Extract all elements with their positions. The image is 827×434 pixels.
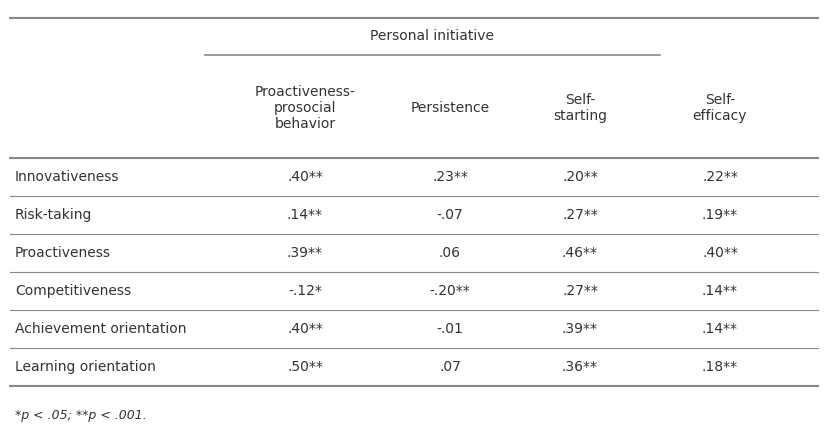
Text: Self-
starting: Self- starting xyxy=(552,93,606,123)
Text: Learning orientation: Learning orientation xyxy=(15,360,155,374)
Text: .14**: .14** xyxy=(287,208,323,222)
Text: .22**: .22** xyxy=(701,170,737,184)
Text: .07: .07 xyxy=(438,360,461,374)
Text: -.12*: -.12* xyxy=(288,284,322,298)
Text: .20**: .20** xyxy=(562,170,597,184)
Text: Self-
efficacy: Self- efficacy xyxy=(692,93,746,123)
Text: -.20**: -.20** xyxy=(429,284,470,298)
Text: -.01: -.01 xyxy=(436,322,463,336)
Text: Innovativeness: Innovativeness xyxy=(15,170,119,184)
Text: -.07: -.07 xyxy=(436,208,463,222)
Text: .14**: .14** xyxy=(701,284,737,298)
Text: .39**: .39** xyxy=(562,322,597,336)
Text: .23**: .23** xyxy=(432,170,467,184)
Text: .19**: .19** xyxy=(701,208,737,222)
Text: Competitiveness: Competitiveness xyxy=(15,284,131,298)
Text: .27**: .27** xyxy=(562,208,597,222)
Text: Personal initiative: Personal initiative xyxy=(370,29,494,43)
Text: .40**: .40** xyxy=(701,246,737,260)
Text: Risk-taking: Risk-taking xyxy=(15,208,93,222)
Text: Proactiveness: Proactiveness xyxy=(15,246,111,260)
Text: .46**: .46** xyxy=(562,246,597,260)
Text: .18**: .18** xyxy=(701,360,737,374)
Text: *p < .05; **p < .001.: *p < .05; **p < .001. xyxy=(15,408,146,421)
Text: .39**: .39** xyxy=(287,246,323,260)
Text: Proactiveness-
prosocial
behavior: Proactiveness- prosocial behavior xyxy=(254,85,355,131)
Text: .27**: .27** xyxy=(562,284,597,298)
Text: .14**: .14** xyxy=(701,322,737,336)
Text: .50**: .50** xyxy=(287,360,323,374)
Text: .36**: .36** xyxy=(562,360,597,374)
Text: Achievement orientation: Achievement orientation xyxy=(15,322,186,336)
Text: .40**: .40** xyxy=(287,170,323,184)
Text: .06: .06 xyxy=(438,246,461,260)
Text: Persistence: Persistence xyxy=(410,101,489,115)
Text: .40**: .40** xyxy=(287,322,323,336)
